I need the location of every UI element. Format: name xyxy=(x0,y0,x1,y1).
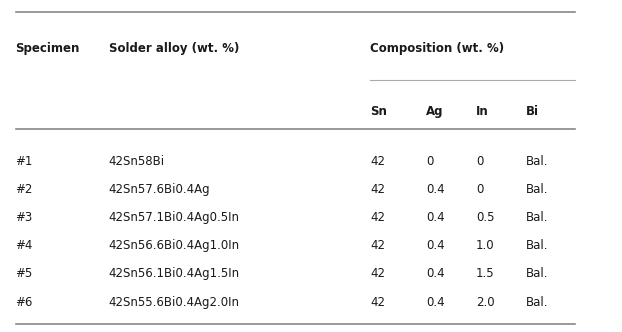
Text: 42: 42 xyxy=(370,267,385,281)
Text: 42: 42 xyxy=(370,295,385,309)
Text: 0.4: 0.4 xyxy=(426,267,445,281)
Text: 0: 0 xyxy=(476,154,483,168)
Text: #5: #5 xyxy=(16,267,33,281)
Text: #1: #1 xyxy=(16,154,33,168)
Text: Bal.: Bal. xyxy=(526,211,548,224)
Text: Solder alloy (wt. %): Solder alloy (wt. %) xyxy=(109,42,239,55)
Text: Bal.: Bal. xyxy=(526,183,548,196)
Text: 42Sn56.6Bi0.4Ag1.0In: 42Sn56.6Bi0.4Ag1.0In xyxy=(109,239,240,252)
Text: 1.0: 1.0 xyxy=(476,239,494,252)
Text: 42Sn57.1Bi0.4Ag0.5In: 42Sn57.1Bi0.4Ag0.5In xyxy=(109,211,240,224)
Text: Ag: Ag xyxy=(426,105,443,118)
Text: 42: 42 xyxy=(370,154,385,168)
Text: 42: 42 xyxy=(370,239,385,252)
Text: Specimen: Specimen xyxy=(16,42,80,55)
Text: Sn: Sn xyxy=(370,105,387,118)
Text: 2.0: 2.0 xyxy=(476,295,494,309)
Text: 0.5: 0.5 xyxy=(476,211,494,224)
Text: #2: #2 xyxy=(16,183,33,196)
Text: Composition (wt. %): Composition (wt. %) xyxy=(370,42,504,55)
Text: 0.4: 0.4 xyxy=(426,239,445,252)
Text: Bal.: Bal. xyxy=(526,154,548,168)
Text: Bi: Bi xyxy=(526,105,539,118)
Text: 0.4: 0.4 xyxy=(426,183,445,196)
Text: 42Sn57.6Bi0.4Ag: 42Sn57.6Bi0.4Ag xyxy=(109,183,210,196)
Text: 0.4: 0.4 xyxy=(426,295,445,309)
Text: Bal.: Bal. xyxy=(526,295,548,309)
Text: 0: 0 xyxy=(426,154,434,168)
Text: 42: 42 xyxy=(370,183,385,196)
Text: 42Sn56.1Bi0.4Ag1.5In: 42Sn56.1Bi0.4Ag1.5In xyxy=(109,267,240,281)
Text: 42Sn55.6Bi0.4Ag2.0In: 42Sn55.6Bi0.4Ag2.0In xyxy=(109,295,240,309)
Text: #4: #4 xyxy=(16,239,33,252)
Text: 0.4: 0.4 xyxy=(426,211,445,224)
Text: 0: 0 xyxy=(476,183,483,196)
Text: 42Sn58Bi: 42Sn58Bi xyxy=(109,154,165,168)
Text: 1.5: 1.5 xyxy=(476,267,494,281)
Text: 42: 42 xyxy=(370,211,385,224)
Text: #3: #3 xyxy=(16,211,33,224)
Text: Bal.: Bal. xyxy=(526,239,548,252)
Text: #6: #6 xyxy=(16,295,33,309)
Text: Bal.: Bal. xyxy=(526,267,548,281)
Text: In: In xyxy=(476,105,488,118)
